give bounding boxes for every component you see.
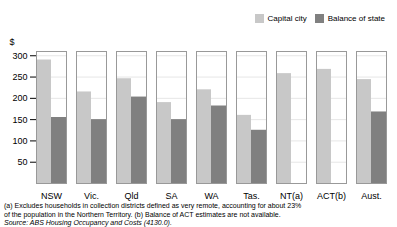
svg-text:NT(a): NT(a) [280,191,303,201]
svg-text:150: 150 [12,115,27,125]
html-text:Source: ABS Housing Occupancy: Source: ABS Housing Occupancy and Costs … [4,219,172,226]
svg-text:Aust.: Aust. [361,191,382,201]
svg-text:50: 50 [17,157,27,167]
svg-text:ACT(b): ACT(b) [317,191,346,201]
svg-text:NSW: NSW [41,191,63,201]
svg-text:300: 300 [12,51,27,61]
svg-text:250: 250 [12,72,27,82]
html-text:Balance of state: Balance of state [327,14,385,23]
svg-text:100: 100 [12,136,27,146]
svg-text:WA: WA [204,191,218,201]
svg-text:$: $ [10,37,15,47]
html-text:Capital city: Capital city [267,14,307,23]
svg-text:SA: SA [165,191,177,201]
html-text:of the population in the North: of the population in the Northern Territ… [4,210,281,218]
html-text:(a) Excludes households in col: (a) Excludes households in collection di… [4,202,302,209]
svg-text:Qld: Qld [124,191,138,201]
svg-text:200: 200 [12,93,27,103]
svg-text:Tas.: Tas. [243,191,260,201]
svg-text:Vic.: Vic. [84,191,99,201]
